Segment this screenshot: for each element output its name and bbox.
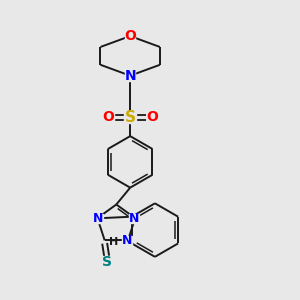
Bar [146, 112, 158, 123]
Text: N: N [122, 234, 132, 247]
Bar [94, 214, 103, 223]
Bar [124, 111, 136, 123]
Text: N: N [129, 212, 140, 225]
Text: S: S [102, 255, 112, 269]
Text: O: O [146, 110, 158, 124]
Text: N: N [93, 212, 103, 225]
Bar [129, 214, 139, 223]
Bar [125, 71, 135, 81]
Bar [125, 31, 135, 41]
Text: S: S [125, 110, 136, 125]
Text: O: O [124, 29, 136, 43]
Bar [101, 256, 112, 268]
Bar [122, 236, 132, 245]
Bar [103, 112, 114, 123]
Text: N: N [124, 69, 136, 83]
Text: H: H [110, 237, 119, 247]
Text: O: O [103, 110, 114, 124]
